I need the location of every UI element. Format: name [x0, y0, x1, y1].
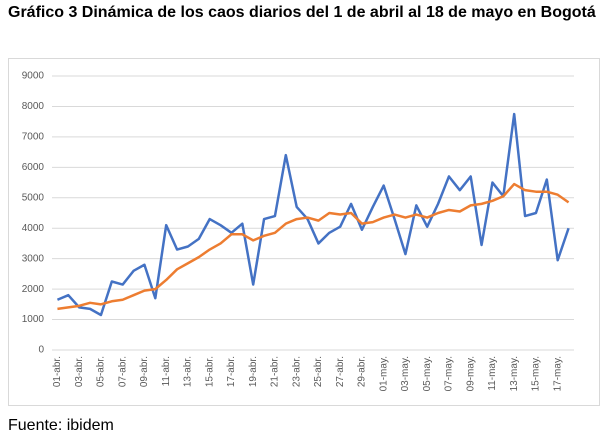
x-tick-label: 11-may. — [487, 356, 498, 391]
x-tick-label: 29-abr. — [357, 356, 368, 387]
y-tick-label: 2000 — [22, 284, 45, 295]
x-tick-label: 05-abr. — [96, 356, 107, 387]
x-tick-label: 01-abr. — [52, 356, 63, 387]
x-tick-label: 17-may. — [552, 356, 563, 391]
y-tick-label: 8000 — [22, 101, 45, 112]
x-tick-label: 15-may. — [531, 356, 542, 391]
x-tick-label: 13-abr. — [183, 356, 194, 387]
x-tick-label: 15-abr. — [204, 356, 215, 387]
x-tick-label: 17-abr. — [226, 356, 237, 387]
x-tick-label: 03-may. — [400, 356, 411, 391]
y-tick-label: 4000 — [22, 223, 45, 234]
y-tick-label: 3000 — [22, 253, 45, 264]
y-tick-label: 5000 — [22, 192, 45, 203]
x-tick-label: 09-abr. — [139, 356, 150, 387]
x-tick-label: 19-abr. — [248, 356, 259, 387]
x-tick-label: 11-abr. — [161, 356, 172, 386]
x-tick-label: 05-may. — [422, 356, 433, 391]
line-series — [56, 112, 570, 317]
y-tick-label: 6000 — [22, 162, 45, 173]
chart-frame — [8, 58, 600, 406]
chart-title: Gráfico 3 Dinámica de los caos diarios d… — [8, 4, 596, 21]
x-tick-label: 01-may. — [378, 356, 389, 391]
source: Fuente: ibidem — [8, 417, 114, 434]
x-tick-label: 03-abr. — [74, 356, 85, 387]
y-tick-label: 9000 — [22, 71, 45, 82]
x-tick-label: 23-abr. — [291, 356, 302, 387]
x-tick-label: 13-may. — [509, 356, 520, 391]
line-series — [57, 182, 570, 311]
x-tick-label: 25-abr. — [313, 356, 324, 387]
y-tick-label: 7000 — [22, 132, 45, 143]
x-tick-label: 07-abr. — [117, 356, 128, 387]
x-tick-label: 07-may. — [444, 356, 455, 391]
x-tick-label: 09-may. — [465, 356, 476, 391]
y-tick-label: 1000 — [22, 314, 45, 325]
x-tick-label: 27-abr. — [335, 356, 346, 387]
y-tick-label: 0 — [38, 345, 44, 356]
x-tick-label: 21-abr. — [270, 356, 281, 387]
chart: 0 1000 2000 3000 4000 5000 6000 7000 8000 9000 01-… — [8, 58, 600, 406]
